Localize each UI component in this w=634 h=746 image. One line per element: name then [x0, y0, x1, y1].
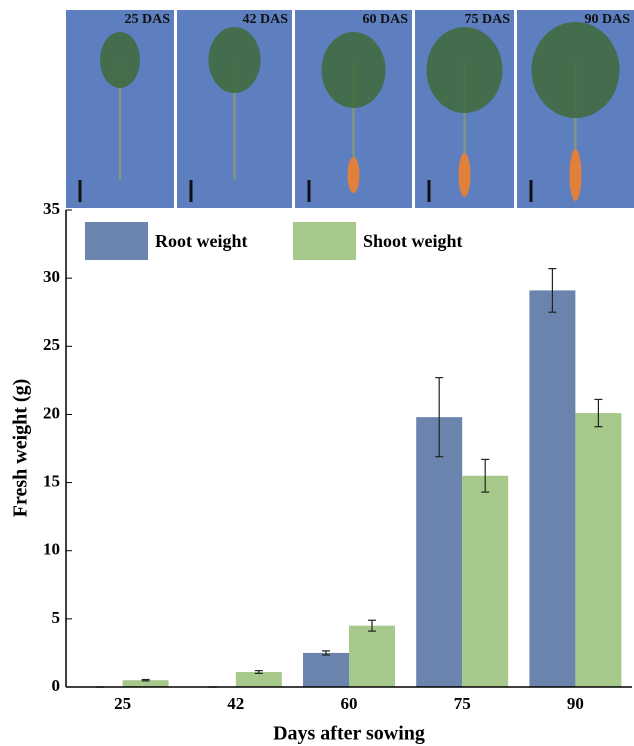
y-tick-label: 35: [43, 199, 60, 218]
bar: [236, 672, 282, 687]
photo-label: 42 DAS: [242, 12, 288, 27]
bar: [416, 417, 462, 687]
bar: [303, 653, 349, 687]
y-axis-label: Fresh weight (g): [10, 379, 32, 518]
photo-label: 25 DAS: [124, 12, 170, 27]
plant-foliage: [209, 27, 261, 93]
photo-label: 60 DAS: [362, 12, 408, 27]
y-tick-label: 15: [43, 471, 60, 490]
carrot: [459, 153, 471, 197]
carrot: [570, 149, 582, 201]
x-tick-label: 90: [567, 694, 584, 713]
legend-label: Root weight: [155, 231, 248, 251]
x-tick-label: 75: [454, 694, 471, 713]
x-tick-label: 60: [341, 694, 358, 713]
x-tick-label: 42: [227, 694, 244, 713]
photo-label: 90 DAS: [584, 12, 630, 27]
photo-label: 75 DAS: [464, 12, 510, 27]
y-tick-label: 10: [43, 540, 60, 559]
x-axis-label: Days after sowing: [273, 723, 425, 745]
x-tick-label: 25: [114, 694, 131, 713]
legend-label: Shoot weight: [363, 231, 463, 251]
plant-foliage: [322, 32, 386, 108]
chart: Fresh weight (g) Days after sowing 25 DA…: [0, 0, 634, 746]
plant-foliage: [532, 22, 620, 118]
y-tick-label: 20: [43, 403, 60, 422]
legend-swatch: [85, 222, 148, 260]
bar: [462, 476, 508, 687]
y-tick-label: 25: [43, 335, 60, 354]
bar: [349, 626, 395, 687]
plant-foliage: [427, 27, 503, 113]
plant-foliage: [100, 32, 140, 88]
y-tick-label: 0: [52, 676, 61, 695]
legend-swatch: [293, 222, 356, 260]
y-tick-label: 30: [43, 267, 60, 286]
carrot: [348, 157, 360, 193]
y-tick-label: 5: [52, 608, 61, 627]
bar: [529, 290, 575, 687]
bar: [575, 413, 621, 687]
